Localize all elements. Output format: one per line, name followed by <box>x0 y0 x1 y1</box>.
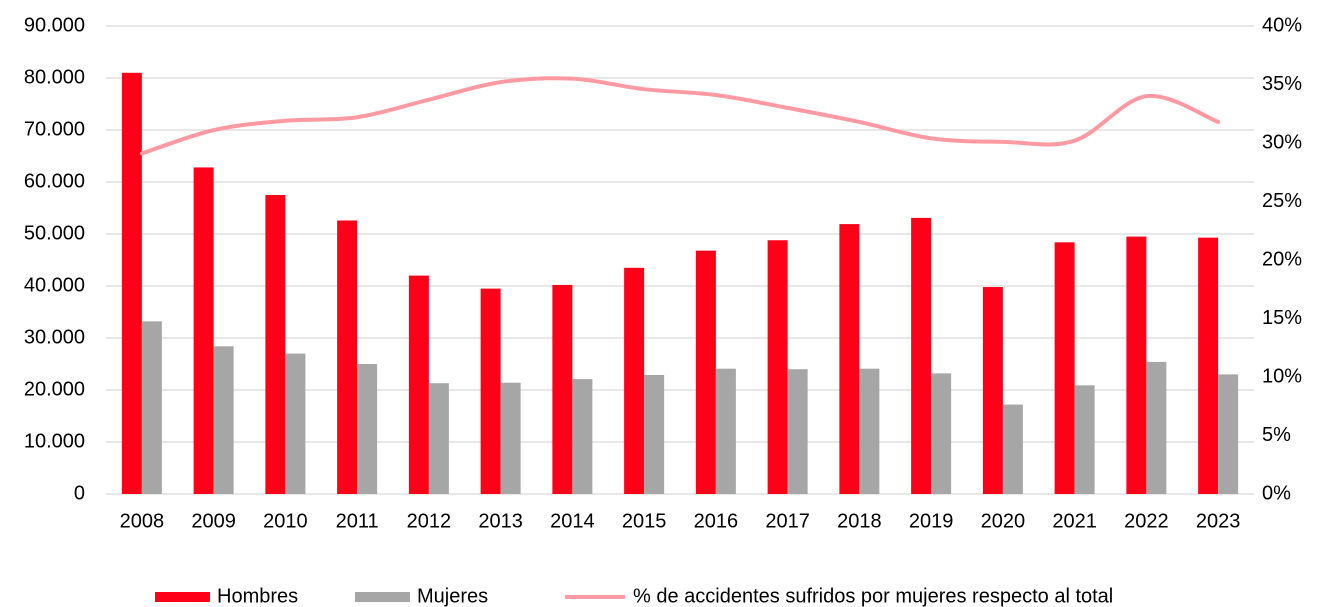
bar <box>1146 361 1167 494</box>
y-tick-label: 30.000 <box>24 326 85 348</box>
legend-swatch <box>355 592 410 602</box>
bar <box>1126 236 1147 494</box>
y2-tick-label: 40% <box>1262 14 1302 36</box>
bar <box>1218 374 1239 494</box>
bar <box>644 374 665 494</box>
line <box>139 76 1221 156</box>
bar <box>1002 404 1023 494</box>
x-tick-label: 2022 <box>1124 510 1169 532</box>
y2-tick-label: 25% <box>1262 190 1302 212</box>
x-tick-label: 2018 <box>837 510 882 532</box>
legend-label: Mujeres <box>417 585 488 607</box>
y-tick-label: 60.000 <box>24 170 85 192</box>
bar <box>141 321 162 494</box>
x-tick-label: 2011 <box>336 510 379 532</box>
x-tick-label: 2014 <box>550 510 595 532</box>
bar <box>552 284 573 494</box>
y2-tick-label: 15% <box>1262 307 1302 329</box>
bar <box>787 369 808 494</box>
y2-tick-label: 10% <box>1262 365 1302 387</box>
bar <box>285 353 306 494</box>
x-tick-label: 2019 <box>909 510 954 532</box>
bar <box>121 72 142 495</box>
x-tick-label: 2020 <box>981 510 1026 532</box>
x-tick-label: 2023 <box>1196 510 1241 532</box>
y2-tick-label: 30% <box>1262 131 1302 153</box>
bar <box>572 379 593 494</box>
y-tick-label: 50.000 <box>24 222 85 244</box>
x-tick-label: 2013 <box>478 510 523 532</box>
y-tick-label: 90.000 <box>24 14 85 36</box>
bar <box>695 250 716 494</box>
y-tick-label: 20.000 <box>24 378 85 400</box>
y-tick-label: 0 <box>74 482 85 504</box>
y2-tick-label: 5% <box>1262 424 1291 446</box>
bar <box>1198 237 1219 494</box>
bar <box>193 167 214 494</box>
x-tick-label: 2016 <box>694 510 739 532</box>
bar <box>428 383 449 494</box>
x-tick-label: 2015 <box>622 510 667 532</box>
bar <box>265 195 286 494</box>
x-tick-label: 2017 <box>765 510 810 532</box>
bar <box>480 288 501 494</box>
bar <box>859 368 880 494</box>
x-tick-label: 2010 <box>263 510 308 532</box>
bar <box>982 287 1003 494</box>
bar <box>500 382 521 494</box>
bar <box>1054 242 1075 494</box>
y-tick-label: 80.000 <box>24 66 85 88</box>
bar <box>715 368 736 494</box>
bar <box>357 364 378 494</box>
bar <box>213 346 234 494</box>
bar <box>931 373 952 494</box>
x-tick-label: 2008 <box>120 510 165 532</box>
y-tick-label: 40.000 <box>24 274 85 296</box>
x-tick-label: 2009 <box>191 510 236 532</box>
x-tick-label: 2021 <box>1052 510 1097 532</box>
y2-tick-label: 35% <box>1262 73 1302 95</box>
bar <box>624 267 645 494</box>
bar <box>767 240 788 494</box>
legend-label: Hombres <box>217 585 298 607</box>
y-tick-label: 10.000 <box>24 430 85 452</box>
legend-swatch <box>155 592 210 602</box>
bar <box>1074 385 1095 494</box>
bar <box>839 224 860 494</box>
x-tick-label: 2012 <box>407 510 452 532</box>
bar <box>337 220 358 495</box>
y2-tick-label: 20% <box>1262 248 1302 270</box>
y2-tick-label: 0% <box>1262 482 1291 504</box>
y-tick-label: 70.000 <box>24 118 85 140</box>
bar <box>911 217 932 494</box>
legend-label: % de accidentes sufridos por mujeres res… <box>633 585 1113 607</box>
bar <box>408 275 429 494</box>
